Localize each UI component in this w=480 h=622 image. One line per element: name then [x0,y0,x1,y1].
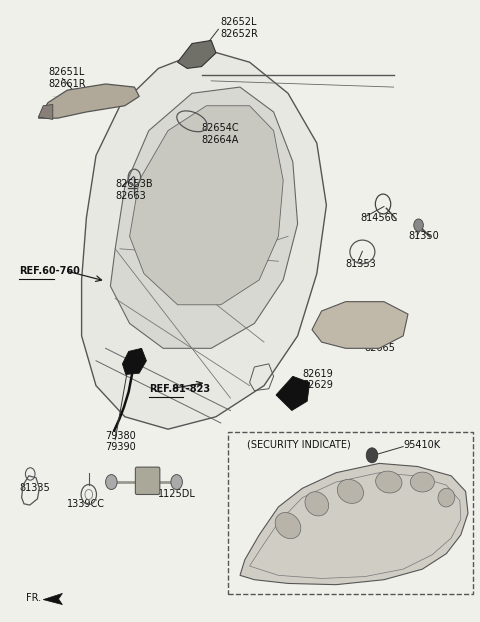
Ellipse shape [376,471,402,493]
Circle shape [106,475,117,490]
Polygon shape [240,463,468,585]
Text: 82655
82665: 82655 82665 [365,332,396,353]
Text: 1125DL: 1125DL [158,490,196,499]
Polygon shape [38,104,53,119]
Polygon shape [276,376,310,411]
Ellipse shape [337,480,363,503]
Text: 81456C: 81456C [360,213,397,223]
Text: FR.: FR. [26,593,42,603]
Polygon shape [110,87,298,348]
Circle shape [171,475,182,490]
Text: 81335: 81335 [19,483,50,493]
Text: REF.84-847: REF.84-847 [271,561,332,571]
Text: REF.81-823: REF.81-823 [149,384,210,394]
Text: 82652L
82652R: 82652L 82652R [221,17,259,39]
Ellipse shape [275,513,301,539]
Text: 82653B
82663: 82653B 82663 [115,179,153,200]
Polygon shape [178,40,216,68]
Text: (SECURITY INDICATE): (SECURITY INDICATE) [247,440,351,450]
Polygon shape [312,302,408,348]
Text: 82651L
82661R: 82651L 82661R [48,67,85,88]
Polygon shape [82,50,326,429]
Text: 79380
79390: 79380 79390 [106,431,136,452]
Ellipse shape [410,472,434,492]
Text: 81353: 81353 [346,259,376,269]
Text: 95410K: 95410K [403,440,440,450]
Ellipse shape [438,488,455,507]
Circle shape [366,448,378,463]
Ellipse shape [305,492,329,516]
FancyBboxPatch shape [135,467,160,494]
Text: 82619
82629: 82619 82629 [302,369,333,390]
Text: 82654C
82664A: 82654C 82664A [202,123,239,144]
Text: 1339CC: 1339CC [67,499,105,509]
Circle shape [414,219,423,231]
Polygon shape [38,84,139,118]
Text: 81350: 81350 [408,231,439,241]
Polygon shape [122,348,146,374]
Polygon shape [43,593,62,605]
Text: REF.60-760: REF.60-760 [19,266,80,276]
Polygon shape [130,106,283,305]
